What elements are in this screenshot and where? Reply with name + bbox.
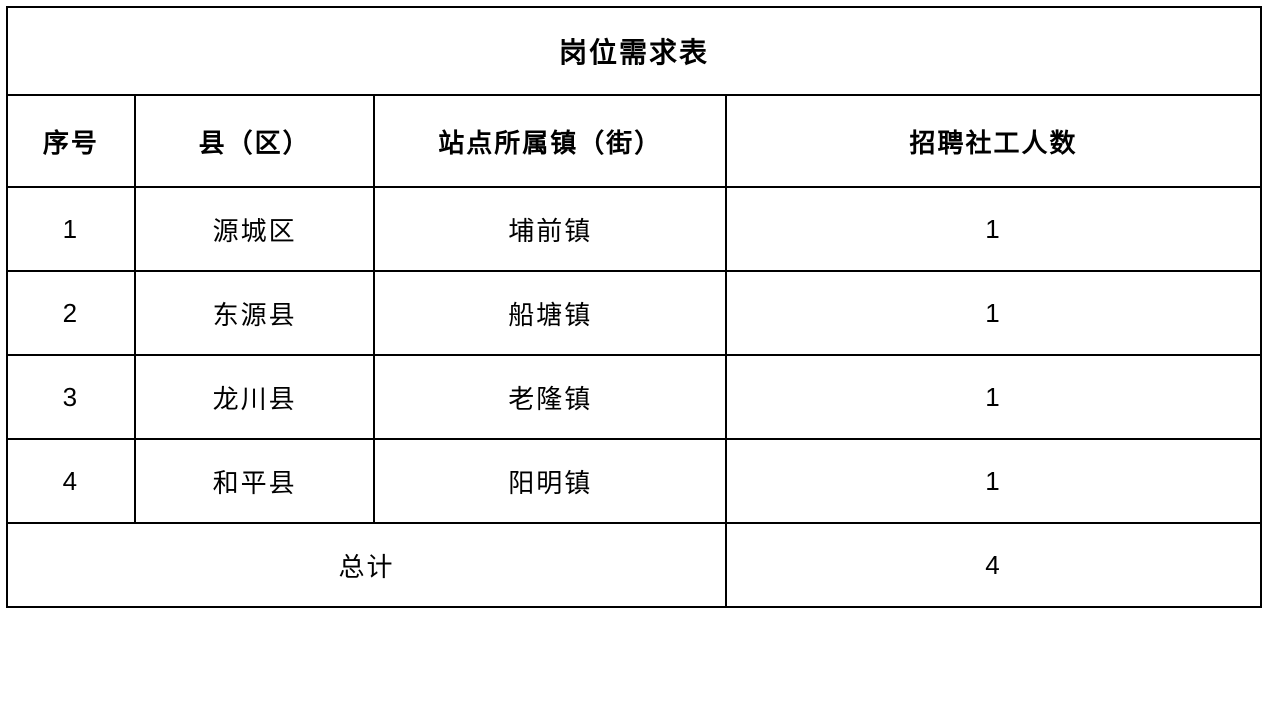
cell-count: 1: [726, 355, 1261, 439]
table-row: 3 龙川县 老隆镇 1: [7, 355, 1261, 439]
cell-county: 东源县: [135, 271, 375, 355]
cell-count: 1: [726, 187, 1261, 271]
cell-county: 和平县: [135, 439, 375, 523]
table-title-row: 岗位需求表: [7, 7, 1261, 95]
table-row: 2 东源县 船塘镇 1: [7, 271, 1261, 355]
cell-town: 老隆镇: [374, 355, 725, 439]
cell-seq: 1: [7, 187, 135, 271]
table-total-row: 总计 4: [7, 523, 1261, 607]
cell-county: 龙川县: [135, 355, 375, 439]
job-demand-table: 岗位需求表 序号 县（区） 站点所属镇（街） 招聘社工人数 1 源城区 埔前镇 …: [6, 6, 1262, 608]
table-row: 4 和平县 阳明镇 1: [7, 439, 1261, 523]
cell-county: 源城区: [135, 187, 375, 271]
header-seq: 序号: [7, 95, 135, 187]
cell-town: 埔前镇: [374, 187, 725, 271]
cell-count: 1: [726, 439, 1261, 523]
header-town: 站点所属镇（街）: [374, 95, 725, 187]
cell-town: 阳明镇: [374, 439, 725, 523]
cell-seq: 4: [7, 439, 135, 523]
cell-seq: 3: [7, 355, 135, 439]
table-row: 1 源城区 埔前镇 1: [7, 187, 1261, 271]
table-title: 岗位需求表: [7, 7, 1261, 95]
header-count: 招聘社工人数: [726, 95, 1261, 187]
table-header-row: 序号 县（区） 站点所属镇（街） 招聘社工人数: [7, 95, 1261, 187]
total-label: 总计: [7, 523, 726, 607]
header-county: 县（区）: [135, 95, 375, 187]
cell-seq: 2: [7, 271, 135, 355]
cell-count: 1: [726, 271, 1261, 355]
cell-town: 船塘镇: [374, 271, 725, 355]
total-count: 4: [726, 523, 1261, 607]
